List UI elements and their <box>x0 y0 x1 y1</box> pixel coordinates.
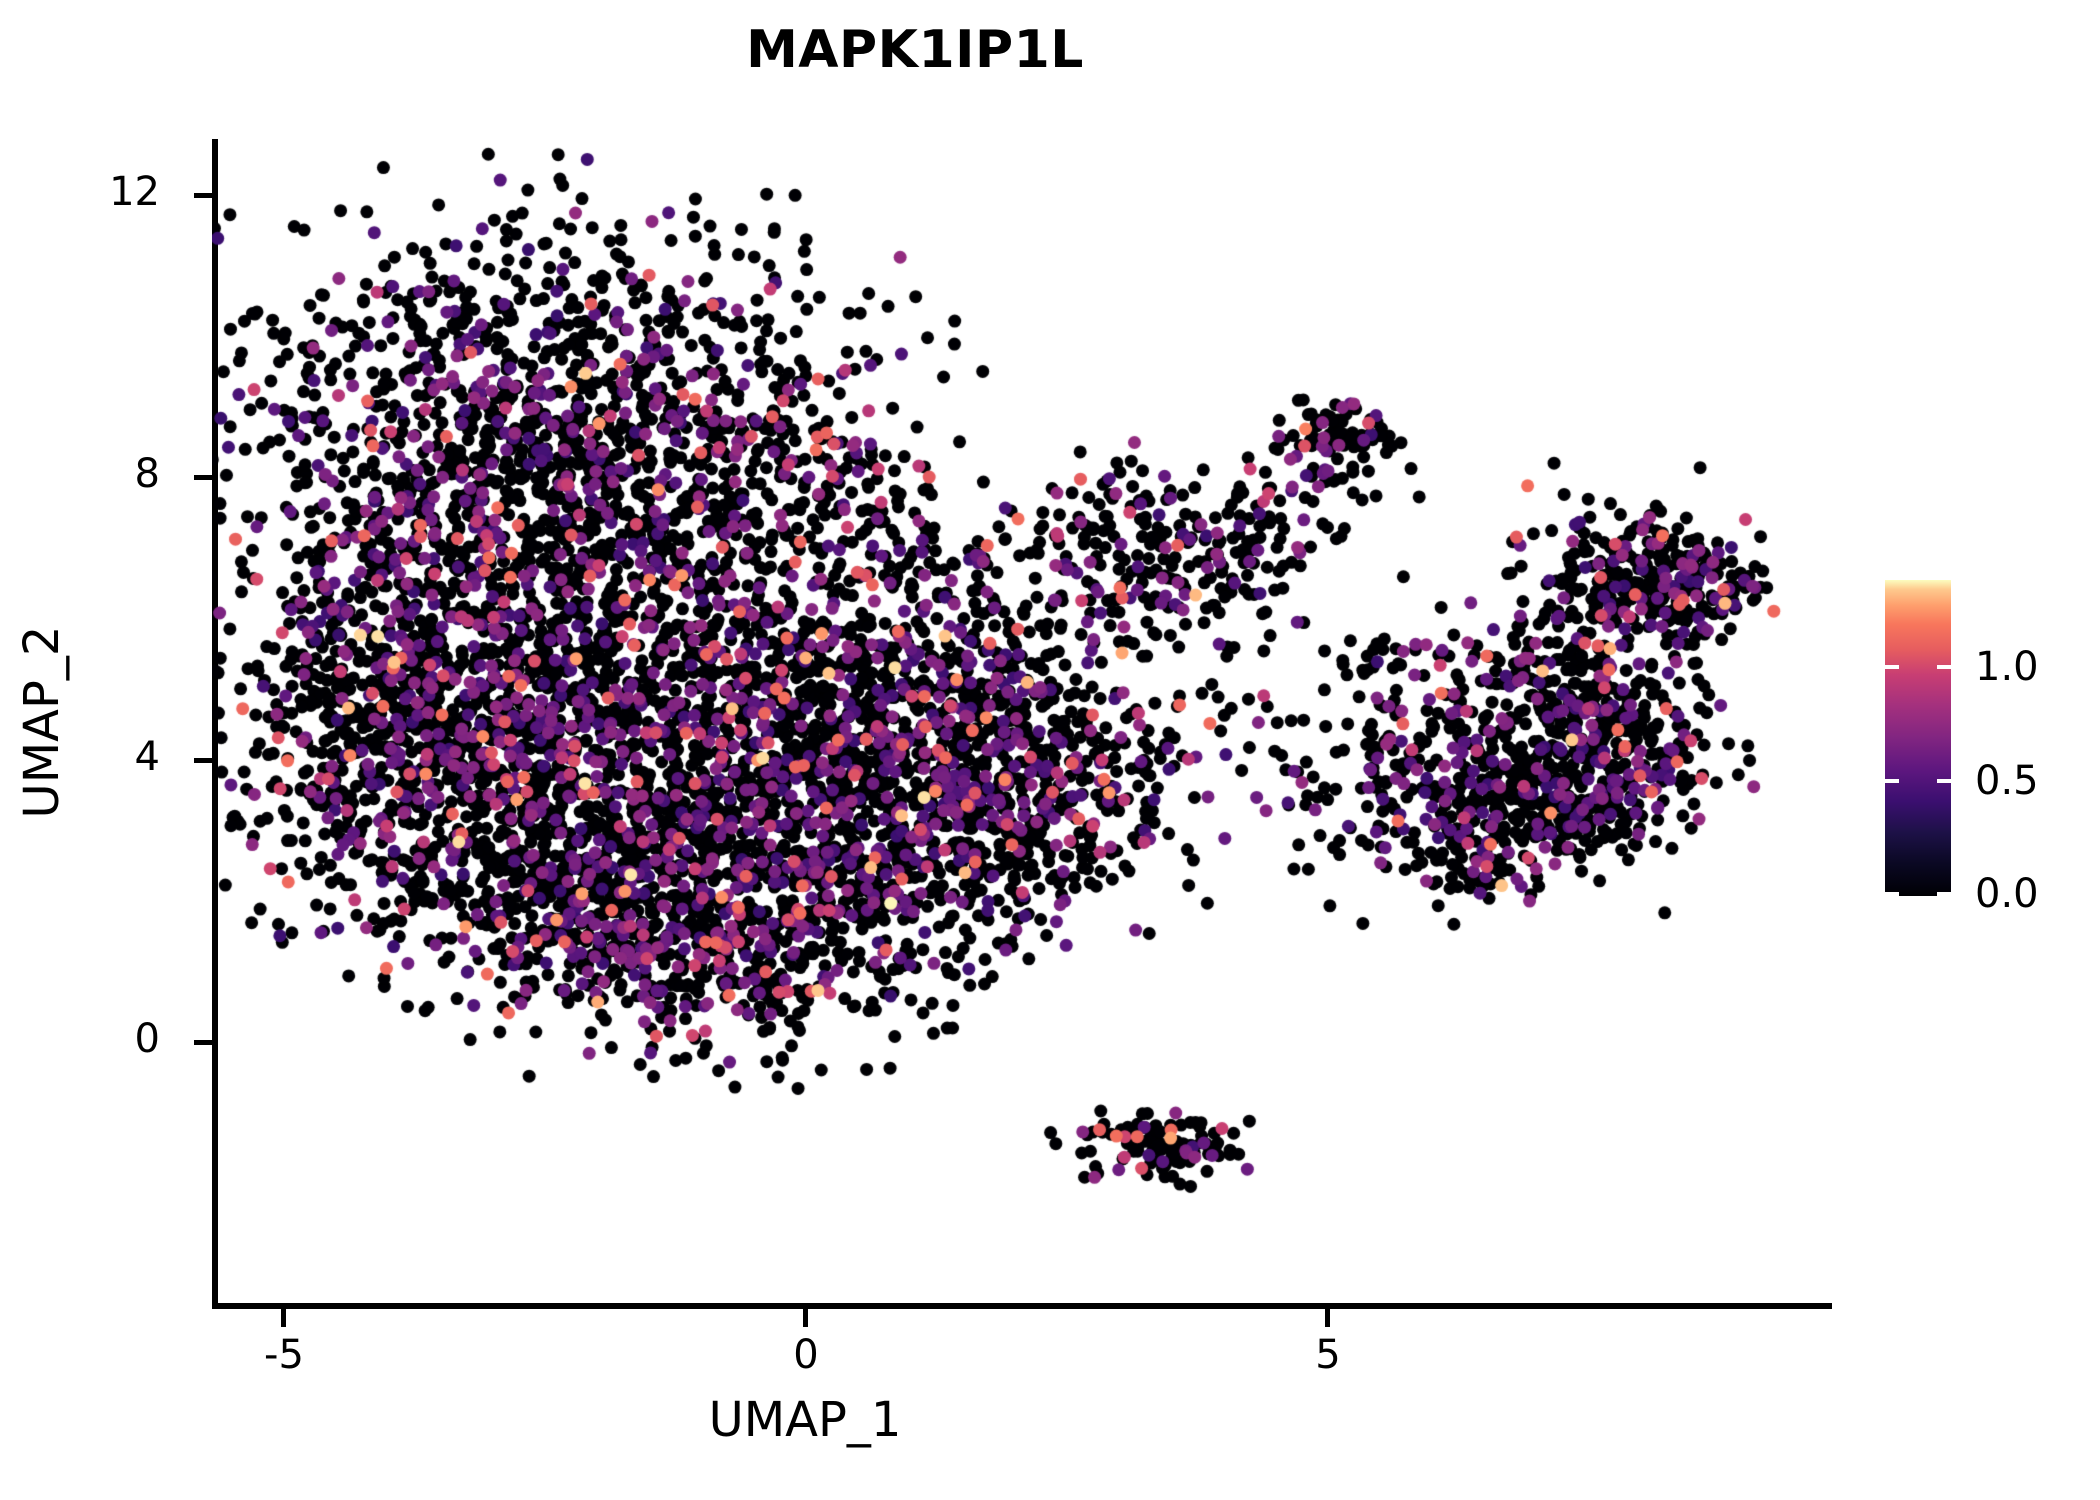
colorbar-tick-0.5-left <box>1885 779 1899 783</box>
x-ticklabel-0: 0 <box>793 1332 819 1378</box>
y-axis-label: UMAP_2 <box>14 625 70 819</box>
colorbar-gradient <box>1885 580 1951 896</box>
plot-area <box>212 139 1832 1306</box>
y-tick-12 <box>194 193 212 198</box>
page-title: MAPK1IP1L <box>746 20 1084 80</box>
colorbar: 1.0 0.5 0.0 <box>1885 580 2085 917</box>
colorbar-label-1.0: 1.0 <box>1975 644 2039 690</box>
colorbar-label-0.5: 0.5 <box>1975 758 2039 804</box>
colorbar-tick-0.5-right <box>1937 779 1951 783</box>
x-axis-label: UMAP_1 <box>708 1392 902 1448</box>
x-ticklabel-minus5: -5 <box>264 1332 304 1378</box>
colorbar-tick-1.0-left <box>1885 665 1899 669</box>
colorbar-tick-0.0-left <box>1885 892 1899 896</box>
x-ticklabel-5: 5 <box>1315 1332 1341 1378</box>
x-axis-spine <box>212 1303 1832 1309</box>
x-tick-5 <box>1325 1309 1330 1327</box>
y-tick-4 <box>194 758 212 763</box>
scatter-plot-canvas <box>212 139 1832 1306</box>
y-tick-8 <box>194 475 212 480</box>
x-tick-minus5 <box>281 1309 286 1327</box>
colorbar-tick-0.0-right <box>1937 892 1951 896</box>
colorbar-tick-1.0-right <box>1937 665 1951 669</box>
colorbar-label-0.0: 0.0 <box>1975 871 2039 917</box>
y-tick-0 <box>194 1040 212 1045</box>
x-tick-0 <box>803 1309 808 1327</box>
